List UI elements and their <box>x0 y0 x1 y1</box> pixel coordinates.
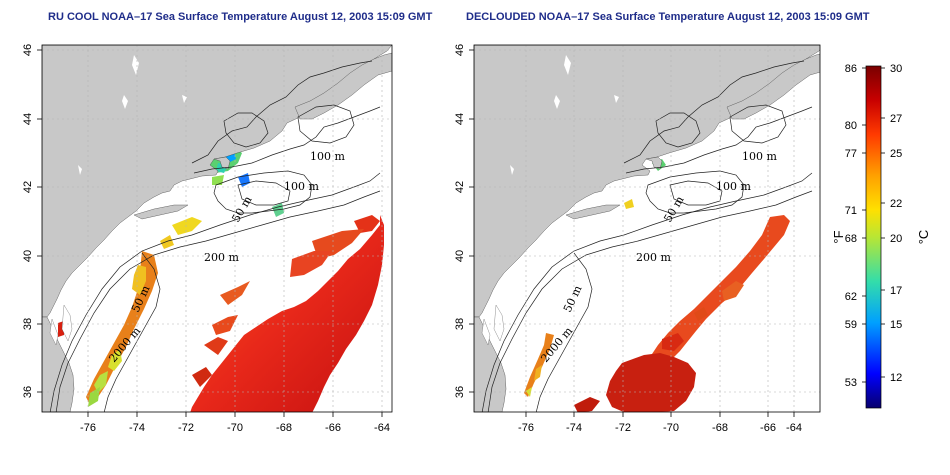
fahrenheit-tick: 77 <box>845 148 857 160</box>
lat-tick-label: 44 <box>22 113 34 125</box>
lon-tick-label: -72 <box>615 422 631 434</box>
lon-tick-label: -74 <box>566 422 582 434</box>
contour-label: 200 m <box>204 251 239 264</box>
lon-tick-label: -68 <box>712 422 728 434</box>
left-map-title: RU COOL NOAA–17 Sea Surface Temperature … <box>48 11 433 23</box>
celsius-tick: 12 <box>890 372 902 384</box>
fahrenheit-tick: 86 <box>845 63 857 75</box>
lat-tick-label: 38 <box>22 318 34 330</box>
lat-tick-label: 36 <box>454 386 466 398</box>
temperature-colorbar: 86 80 77 71 68 62 59 53 30 27 25 22 20 1… <box>831 63 931 409</box>
fahrenheit-tick: 68 <box>845 233 857 245</box>
celsius-tick: 17 <box>890 285 902 297</box>
fahrenheit-unit-label: °F <box>831 230 846 243</box>
lat-lon-grid <box>42 45 392 412</box>
celsius-unit-label: °C <box>916 230 931 245</box>
map-frame <box>473 44 821 413</box>
celsius-tick: 25 <box>890 148 902 160</box>
lon-tick-label: -76 <box>518 422 534 434</box>
lat-tick-label: 38 <box>454 318 466 330</box>
contour-label: 200 m <box>636 251 671 264</box>
right-sst-map: 100 m 100 m 50 m 200 m 50 m 2000 m -76 -… <box>454 44 821 434</box>
lon-tick-label: -66 <box>760 422 776 434</box>
lat-tick-label: 40 <box>454 250 466 262</box>
celsius-tick: 27 <box>890 113 902 125</box>
map-frame <box>41 44 393 413</box>
celsius-tick: 22 <box>890 198 902 210</box>
fahrenheit-tick: 62 <box>845 291 857 303</box>
celsius-tick: 20 <box>890 233 902 245</box>
lat-tick-label: 42 <box>454 181 466 193</box>
lat-tick-label: 46 <box>454 44 466 56</box>
contour-label: 100 m <box>716 180 751 193</box>
contour-label: 100 m <box>284 180 319 193</box>
fahrenheit-tick: 71 <box>845 205 857 217</box>
fahrenheit-tick: 53 <box>845 377 857 389</box>
left-sst-map: 100 m 100 m 50 m 200 m 50 m 2000 m -76 -… <box>22 44 393 434</box>
lon-tick-label: -70 <box>227 422 243 434</box>
lon-tick-label: -70 <box>663 422 679 434</box>
lon-tick-label: -64 <box>374 422 390 434</box>
lat-tick-label: 44 <box>454 113 466 125</box>
celsius-tick: 15 <box>890 319 902 331</box>
lon-tick-label: -64 <box>786 422 802 434</box>
lon-tick-label: -72 <box>178 422 194 434</box>
lat-tick-label: 40 <box>22 250 34 262</box>
lat-tick-label: 46 <box>22 44 34 56</box>
lon-tick-label: -68 <box>276 422 292 434</box>
lat-lon-grid <box>474 45 820 412</box>
right-map-title: DECLOUDED NOAA–17 Sea Surface Temperatur… <box>466 11 870 23</box>
fahrenheit-tick: 59 <box>845 319 857 331</box>
celsius-tick: 30 <box>890 63 902 75</box>
lon-tick-label: -66 <box>325 422 341 434</box>
lat-tick-label: 36 <box>22 386 34 398</box>
lat-tick-label: 42 <box>22 181 34 193</box>
contour-label: 100 m <box>310 150 345 163</box>
lon-tick-label: -76 <box>80 422 96 434</box>
fahrenheit-tick: 80 <box>845 120 857 132</box>
lon-tick-label: -74 <box>129 422 145 434</box>
colorbar-gradient <box>865 65 882 409</box>
contour-label: 100 m <box>742 150 777 163</box>
